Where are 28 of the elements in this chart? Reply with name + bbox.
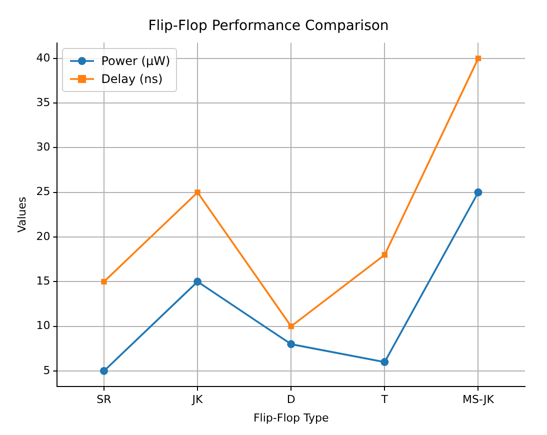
y-axis-title: Values	[15, 196, 28, 233]
y-tick-label: 5	[43, 364, 50, 377]
point	[194, 190, 200, 196]
point	[380, 358, 389, 366]
x-tick-label: D	[286, 393, 296, 406]
x-axis-title: Flip-Flop Type	[253, 411, 329, 424]
legend-label: Power (µW)	[101, 52, 170, 70]
y-tick-label: 35	[36, 96, 50, 109]
x-tick-label: SR	[96, 393, 112, 406]
point	[101, 278, 107, 285]
x-tick-label: JK	[191, 393, 204, 406]
point	[194, 278, 202, 286]
legend-label: Delay (ns)	[101, 70, 163, 88]
point	[474, 188, 482, 196]
y-tick-label: 20	[36, 230, 50, 243]
point	[382, 252, 388, 258]
y-tick-label: 15	[36, 274, 50, 288]
x-tick-label: T	[380, 393, 388, 406]
point	[287, 340, 296, 348]
y-tick-label: 10	[36, 319, 50, 332]
y-tick-label: 25	[36, 185, 50, 198]
chart-title: Flip-Flop Performance Comparison	[148, 18, 389, 34]
x-tick-label: MS-JK	[462, 393, 495, 406]
point	[475, 56, 482, 62]
point	[288, 323, 294, 330]
y-tick-label: 40	[36, 51, 50, 64]
point	[100, 366, 108, 375]
y-tick-label: 30	[36, 140, 50, 154]
